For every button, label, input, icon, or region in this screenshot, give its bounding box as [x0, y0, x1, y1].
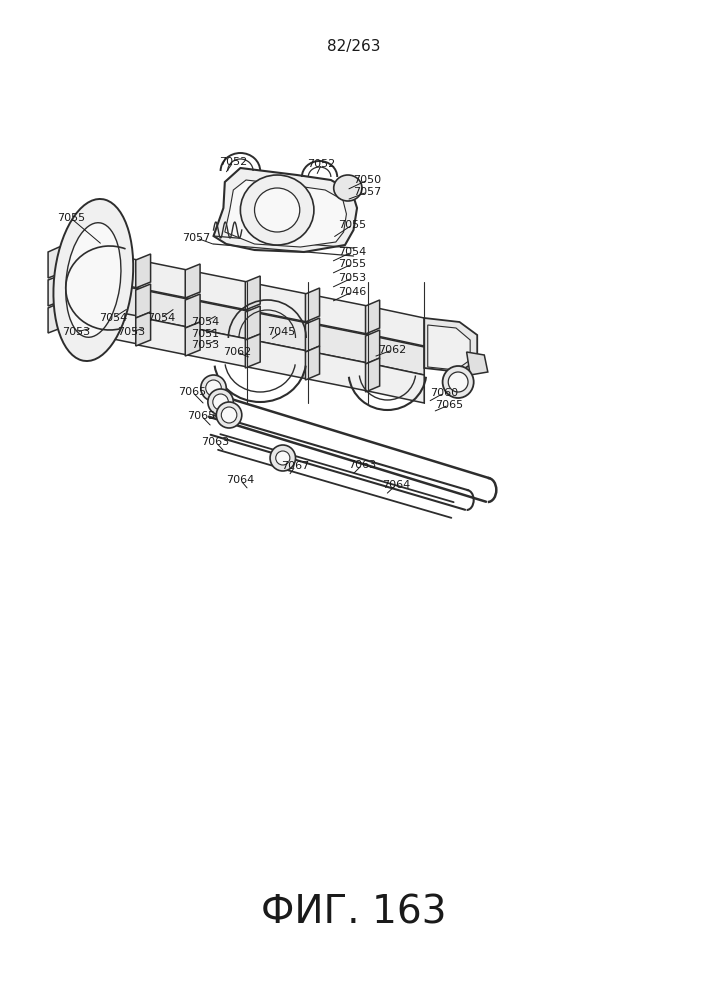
Polygon shape	[48, 274, 64, 306]
Polygon shape	[138, 260, 187, 298]
Text: 7045: 7045	[267, 327, 296, 337]
Ellipse shape	[201, 375, 226, 401]
Ellipse shape	[448, 372, 468, 392]
Text: 7065: 7065	[187, 411, 216, 421]
Text: 7065: 7065	[435, 400, 463, 410]
Text: 7053: 7053	[338, 273, 366, 283]
Text: 7055: 7055	[57, 213, 85, 223]
Text: 7051: 7051	[191, 329, 219, 339]
Ellipse shape	[208, 389, 233, 415]
Polygon shape	[48, 245, 64, 278]
Polygon shape	[187, 270, 247, 310]
Polygon shape	[305, 288, 320, 322]
Polygon shape	[185, 264, 200, 298]
Text: 7053: 7053	[62, 327, 90, 337]
Text: 7064: 7064	[226, 475, 255, 485]
Polygon shape	[368, 363, 424, 403]
Polygon shape	[247, 339, 308, 379]
Text: 7052: 7052	[308, 159, 336, 169]
Text: 7055: 7055	[338, 220, 366, 230]
Text: 7055: 7055	[338, 259, 366, 269]
Ellipse shape	[276, 451, 290, 465]
Text: 7054: 7054	[147, 313, 175, 323]
Polygon shape	[245, 334, 260, 368]
Text: 7060: 7060	[430, 388, 458, 398]
Ellipse shape	[255, 188, 300, 232]
Polygon shape	[64, 302, 138, 344]
Text: 7057: 7057	[182, 233, 211, 243]
Text: 7062: 7062	[378, 345, 407, 355]
Ellipse shape	[443, 366, 474, 398]
Text: 7053: 7053	[117, 327, 145, 337]
Text: 7067: 7067	[281, 461, 310, 471]
Text: 7054: 7054	[99, 313, 127, 323]
Ellipse shape	[216, 402, 242, 428]
Polygon shape	[48, 301, 64, 333]
Text: 7046: 7046	[338, 287, 366, 297]
Polygon shape	[138, 317, 187, 355]
Ellipse shape	[270, 445, 296, 471]
Ellipse shape	[221, 407, 237, 423]
Polygon shape	[467, 352, 488, 375]
Polygon shape	[308, 294, 368, 334]
Polygon shape	[136, 312, 151, 346]
Polygon shape	[366, 330, 380, 364]
Text: 7063: 7063	[201, 437, 230, 447]
Polygon shape	[366, 358, 380, 392]
Polygon shape	[185, 322, 200, 356]
Polygon shape	[138, 289, 187, 327]
Polygon shape	[368, 335, 424, 375]
Polygon shape	[305, 318, 320, 352]
Ellipse shape	[54, 199, 133, 361]
Polygon shape	[187, 299, 247, 339]
Polygon shape	[424, 318, 477, 372]
Text: 7053: 7053	[191, 340, 219, 350]
Text: 7052: 7052	[219, 157, 247, 167]
Polygon shape	[366, 300, 380, 334]
Polygon shape	[247, 311, 308, 351]
Text: 7063: 7063	[348, 460, 376, 470]
Ellipse shape	[213, 394, 228, 410]
Text: 7050: 7050	[354, 175, 382, 185]
Text: 7054: 7054	[338, 247, 366, 257]
Ellipse shape	[206, 380, 221, 396]
Polygon shape	[187, 327, 247, 367]
Polygon shape	[136, 284, 151, 318]
Polygon shape	[136, 254, 151, 288]
Text: 82/263: 82/263	[327, 38, 380, 53]
Polygon shape	[245, 276, 260, 310]
Polygon shape	[308, 351, 368, 391]
Text: 7057: 7057	[354, 187, 382, 197]
Ellipse shape	[240, 175, 314, 245]
Polygon shape	[308, 323, 368, 363]
Polygon shape	[247, 282, 308, 322]
Polygon shape	[214, 168, 357, 252]
Ellipse shape	[334, 175, 362, 201]
Polygon shape	[245, 306, 260, 340]
Text: ФИГ. 163: ФИГ. 163	[261, 893, 446, 931]
Polygon shape	[368, 306, 424, 346]
Polygon shape	[225, 180, 346, 247]
Polygon shape	[305, 346, 320, 380]
Text: 7054: 7054	[191, 317, 219, 327]
Polygon shape	[185, 294, 200, 328]
Text: 7065: 7065	[178, 387, 206, 397]
Text: 7064: 7064	[382, 480, 410, 490]
Text: 7062: 7062	[223, 347, 251, 357]
Polygon shape	[64, 274, 138, 317]
Polygon shape	[64, 245, 138, 288]
Polygon shape	[428, 325, 470, 370]
Ellipse shape	[66, 223, 121, 337]
